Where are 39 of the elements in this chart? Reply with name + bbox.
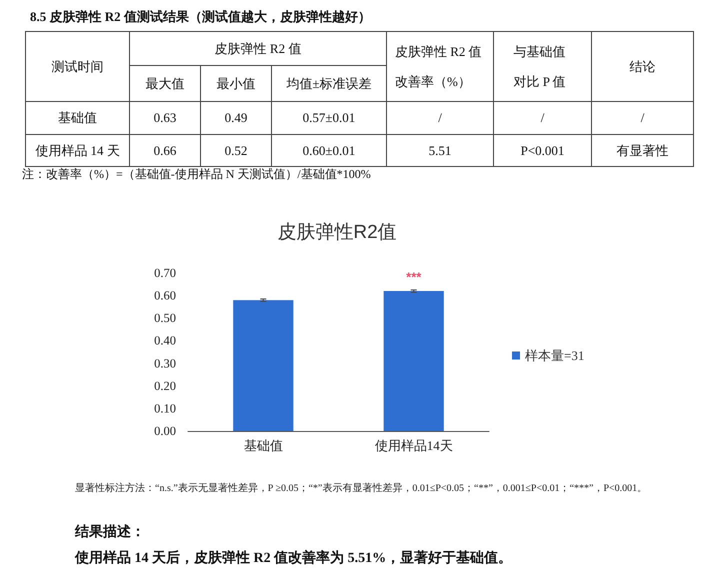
text: P<0.001: [494, 134, 592, 166]
text: 注：改善率（%）=（基础值-使用样品 N 天测试值）/基础值*100%: [22, 166, 371, 183]
text: 均值±标准误差: [272, 66, 386, 102]
y-tick-label: 0.20: [154, 378, 176, 393]
text: 0.60±0.01: [272, 134, 386, 166]
text: 最小值: [200, 66, 272, 102]
text: 8.5 皮肤弹性 R2 值测试结果（测试值越大，皮肤弹性越好）: [30, 8, 371, 26]
text: 基础值: [26, 102, 130, 134]
text: /: [494, 102, 592, 134]
y-tick-label: 0.00: [154, 424, 176, 438]
text: 结论: [592, 32, 694, 102]
text: 皮肤弹性 R2 值改善率（%）: [395, 42, 483, 90]
y-tick-label: 0.70: [154, 266, 176, 280]
text: 与基础值对比 P 值: [514, 42, 567, 90]
chart-title: 皮肤弹性R2值: [277, 222, 397, 243]
text: 0.57±0.01: [272, 102, 386, 134]
text: 使用样品 14 天后，皮肤弹性 R2 值改善率为 5.51%，显著好于基础值。: [75, 550, 512, 568]
y-tick-label: 0.10: [154, 401, 176, 416]
text: 0.49: [200, 102, 272, 134]
text: /: [386, 102, 494, 134]
y-tick-label: 0.40: [154, 334, 176, 348]
text: 结果描述：: [75, 524, 145, 542]
y-tick-label: 0.50: [154, 311, 176, 326]
text: 测试时间: [26, 32, 130, 102]
y-tick-label: 0.60: [154, 288, 176, 303]
text: /: [592, 102, 694, 134]
annotation: ***: [406, 269, 422, 284]
text: 5.51: [386, 134, 494, 166]
text: 0.63: [130, 102, 200, 134]
text: 显著性标注方法：“n.s.”表示无显著性差异，P ≥0.05；“*”表示有显著性差异，0.01≤P<0.05；“**”，0.001≤P<0.01；“***”，P<0.001。: [75, 483, 648, 495]
legend-label: 样本量=31: [525, 348, 584, 363]
text: 有显著性: [592, 134, 694, 166]
text: 皮肤弹性 R2 值: [130, 32, 386, 66]
text: 0.66: [130, 134, 200, 166]
text: 0.52: [200, 134, 272, 166]
x-tick-label: 使用样品14天: [374, 438, 453, 453]
text: 使用样品 14 天: [26, 134, 130, 166]
text: 最大值: [130, 66, 200, 102]
y-tick-label: 0.30: [154, 356, 176, 370]
